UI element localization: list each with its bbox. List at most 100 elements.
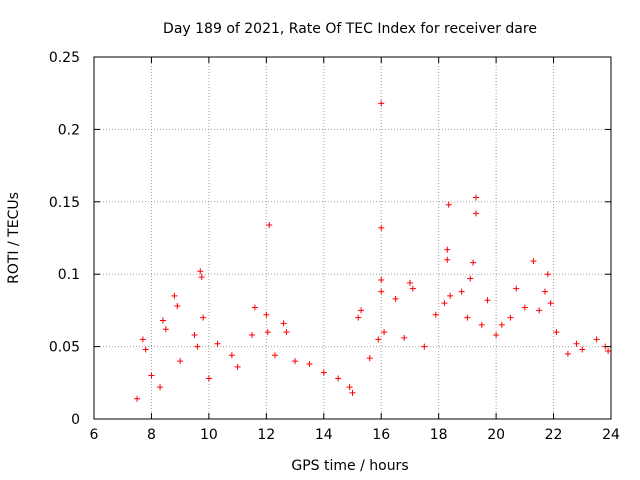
x-tick-label: 12 bbox=[257, 427, 275, 443]
data-point bbox=[205, 375, 212, 382]
x-tick-label: 18 bbox=[430, 427, 448, 443]
y-tick-label: 0 bbox=[71, 412, 80, 428]
data-point bbox=[320, 369, 327, 376]
data-point bbox=[605, 347, 612, 354]
y-axis-label: ROTI / TECUs bbox=[6, 192, 22, 284]
data-point bbox=[498, 321, 505, 328]
x-tick-label: 6 bbox=[90, 427, 99, 443]
data-point bbox=[478, 321, 485, 328]
data-point bbox=[392, 295, 399, 302]
x-tick-label: 10 bbox=[200, 427, 218, 443]
data-point bbox=[375, 336, 382, 343]
data-point bbox=[378, 288, 385, 295]
data-point bbox=[159, 317, 166, 324]
data-point bbox=[406, 279, 413, 286]
x-tick-label: 24 bbox=[602, 427, 620, 443]
data-point bbox=[349, 389, 356, 396]
data-point bbox=[198, 274, 205, 281]
data-point bbox=[409, 285, 416, 292]
grid-lines bbox=[94, 57, 611, 419]
data-point bbox=[544, 271, 551, 278]
data-point bbox=[547, 300, 554, 307]
data-point bbox=[358, 307, 365, 314]
data-point bbox=[266, 221, 273, 228]
y-tick-label: 0.25 bbox=[49, 50, 80, 66]
data-point bbox=[148, 372, 155, 379]
data-point bbox=[401, 334, 408, 341]
data-point bbox=[197, 268, 204, 275]
data-point bbox=[573, 340, 580, 347]
data-point bbox=[228, 352, 235, 359]
data-points bbox=[134, 100, 612, 402]
data-point bbox=[251, 304, 258, 311]
data-point bbox=[521, 304, 528, 311]
data-point bbox=[444, 246, 451, 253]
data-point bbox=[564, 350, 571, 357]
data-point bbox=[530, 258, 537, 265]
data-point bbox=[174, 303, 181, 310]
x-tick-label: 22 bbox=[545, 427, 563, 443]
data-point bbox=[541, 288, 548, 295]
y-tick-label: 0.05 bbox=[49, 340, 80, 356]
data-point bbox=[536, 307, 543, 314]
data-point bbox=[306, 360, 313, 367]
data-point bbox=[194, 343, 201, 350]
data-point bbox=[579, 346, 586, 353]
data-point bbox=[473, 194, 480, 201]
data-point bbox=[142, 346, 149, 353]
data-point bbox=[283, 329, 290, 336]
data-point bbox=[200, 314, 207, 321]
data-point bbox=[445, 201, 452, 208]
data-point bbox=[484, 297, 491, 304]
chart-title: Day 189 of 2021, Rate Of TEC Index for r… bbox=[163, 21, 537, 37]
data-point bbox=[473, 210, 480, 217]
data-point bbox=[493, 332, 500, 339]
data-point bbox=[458, 288, 465, 295]
y-tick-label: 0.2 bbox=[58, 122, 80, 138]
data-point bbox=[191, 332, 198, 339]
data-point bbox=[464, 314, 471, 321]
data-point bbox=[513, 285, 520, 292]
data-point bbox=[264, 329, 271, 336]
plot-frame bbox=[93, 56, 612, 420]
data-point bbox=[234, 363, 241, 370]
axis-ticks: 6 8 10 12 14 16 18 20 22 24 0 0.05 0.1 0.15 0.2 0.25 bbox=[49, 50, 620, 443]
data-point bbox=[378, 276, 385, 283]
data-point bbox=[593, 336, 600, 343]
y-tick-label: 0.15 bbox=[49, 195, 80, 211]
x-tick-label: 8 bbox=[147, 427, 156, 443]
data-point bbox=[378, 224, 385, 231]
data-point bbox=[134, 395, 141, 402]
data-point bbox=[441, 300, 448, 307]
data-point bbox=[507, 314, 514, 321]
data-point bbox=[447, 292, 454, 299]
data-point bbox=[292, 358, 299, 365]
data-point bbox=[444, 256, 451, 263]
data-point bbox=[280, 320, 287, 327]
data-point bbox=[381, 329, 388, 336]
data-point bbox=[171, 292, 178, 299]
x-tick-label: 14 bbox=[315, 427, 333, 443]
data-point bbox=[346, 384, 353, 391]
data-point bbox=[214, 340, 221, 347]
data-point bbox=[553, 329, 560, 336]
data-point bbox=[139, 336, 146, 343]
data-point bbox=[335, 375, 342, 382]
data-point bbox=[421, 343, 428, 350]
x-tick-label: 16 bbox=[372, 427, 390, 443]
data-point bbox=[157, 384, 164, 391]
data-point bbox=[378, 100, 385, 107]
data-point bbox=[355, 314, 362, 321]
data-point bbox=[470, 259, 477, 266]
data-point bbox=[271, 352, 278, 359]
data-point bbox=[162, 326, 169, 333]
data-point bbox=[366, 355, 373, 362]
data-point bbox=[432, 311, 439, 318]
data-point bbox=[177, 358, 184, 365]
data-point bbox=[263, 311, 270, 318]
data-point bbox=[248, 332, 255, 339]
data-point bbox=[467, 275, 474, 282]
x-axis-label: GPS time / hours bbox=[291, 458, 408, 474]
x-tick-label: 20 bbox=[487, 427, 505, 443]
